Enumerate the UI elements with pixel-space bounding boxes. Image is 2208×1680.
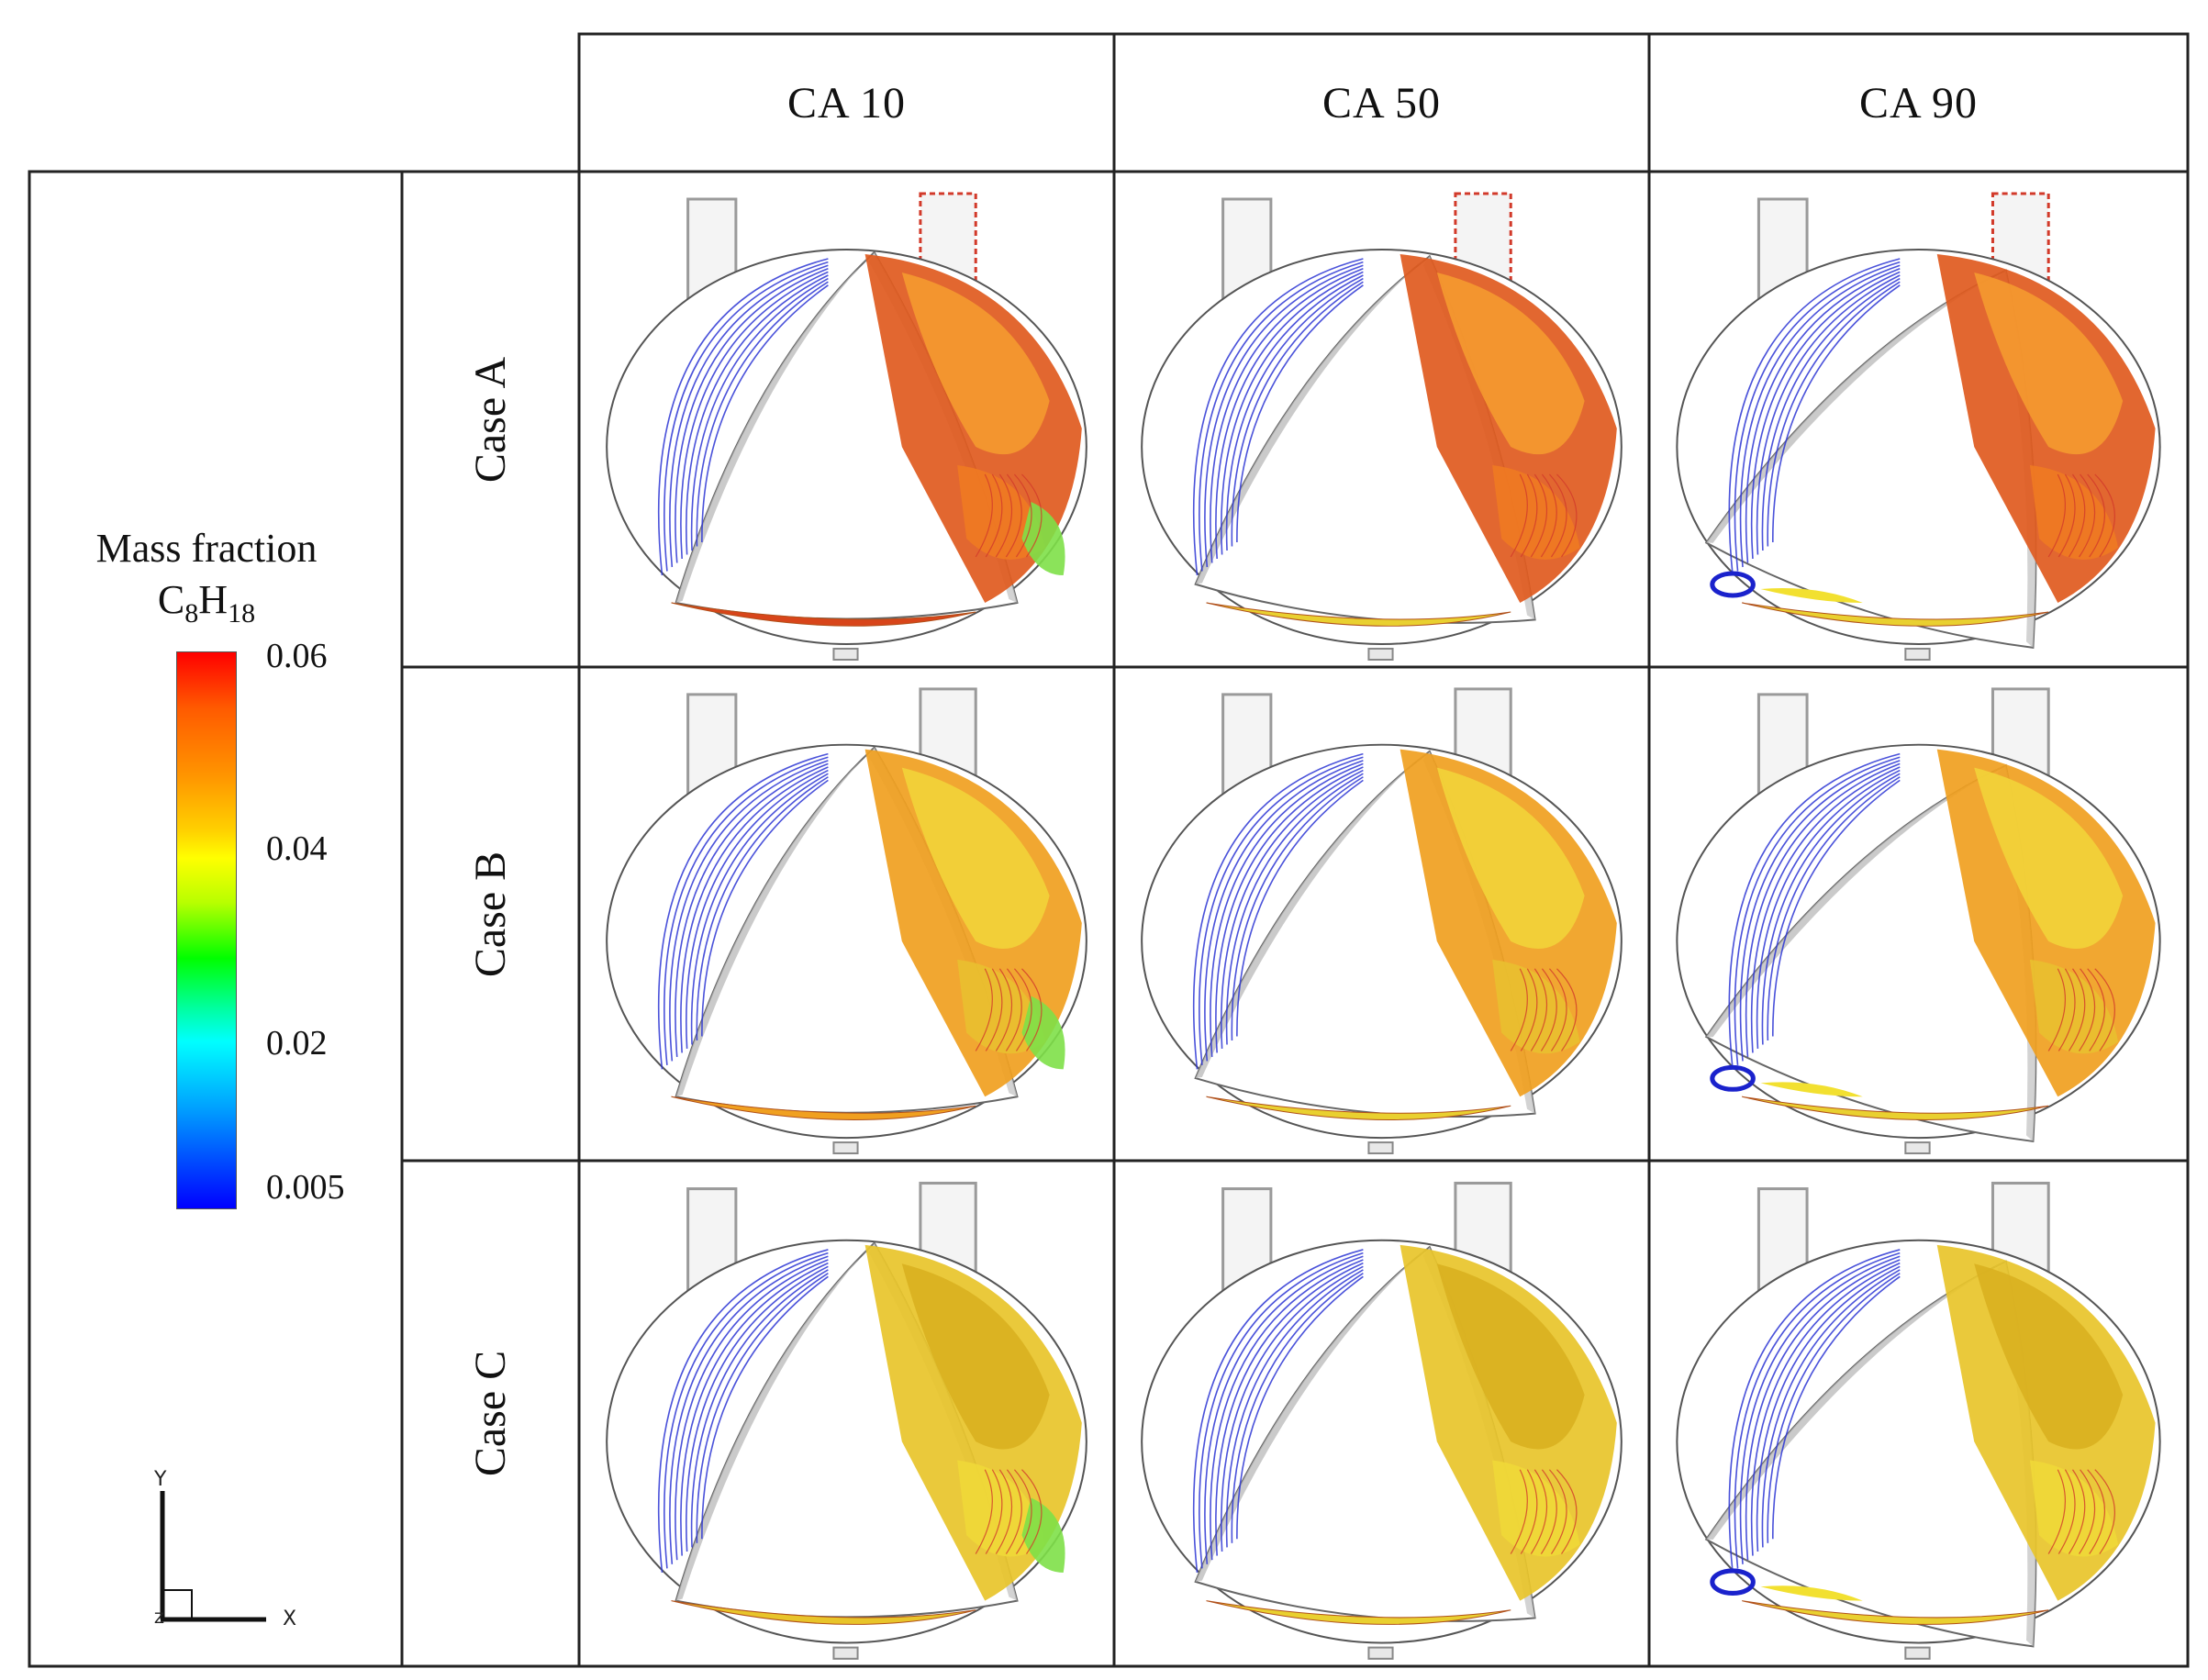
row-header-case-c: Case C <box>465 1350 515 1477</box>
row-header-case-b: Case B <box>465 851 515 977</box>
cell-case-c-ca10 <box>579 1161 1114 1666</box>
legend-title: Mass fraction C8H18 <box>95 526 318 629</box>
colorbar-tick-0.04: 0.04 <box>266 829 328 868</box>
row-header-case-a: Case A <box>465 356 515 483</box>
colorbar-tick-0.005: 0.005 <box>266 1168 345 1207</box>
cell-case-a-ca90 <box>1649 172 2188 667</box>
cell-case-b-ca10 <box>579 667 1114 1161</box>
axis-triad-icon <box>160 1491 266 1622</box>
cell-case-c-ca90 <box>1649 1161 2188 1666</box>
colorbar <box>176 651 237 1209</box>
cell-case-b-ca50 <box>1114 667 1649 1161</box>
axis-label-y: Y <box>154 1468 167 1491</box>
cell-case-a-ca10 <box>579 172 1114 667</box>
axis-label-x: X <box>283 1608 297 1630</box>
axis-label-z: Z <box>154 1609 164 1627</box>
cell-case-c-ca50 <box>1114 1161 1649 1666</box>
column-header-ca10: CA 10 <box>786 78 907 128</box>
colorbar-tick-0.06: 0.06 <box>266 637 328 675</box>
column-header-ca90: CA 90 <box>1858 78 1979 128</box>
cell-case-a-ca50 <box>1114 172 1649 667</box>
colorbar-tick-0.02: 0.02 <box>266 1024 328 1063</box>
cell-case-b-ca90 <box>1649 667 2188 1161</box>
column-header-ca50: CA 50 <box>1321 78 1442 128</box>
